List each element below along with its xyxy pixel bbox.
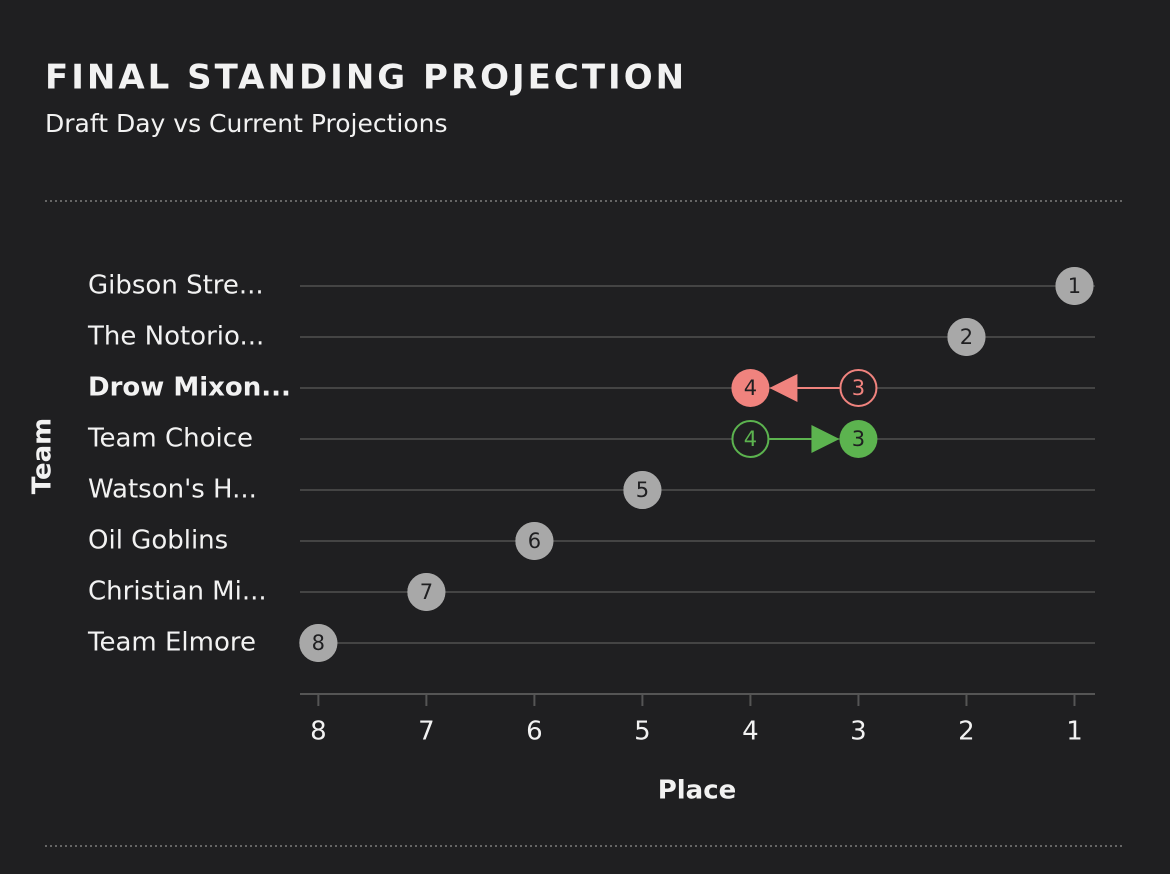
arrow-head (769, 374, 798, 402)
current-label: 3 (852, 427, 865, 451)
current-marker (1055, 267, 1094, 305)
current-marker (947, 318, 986, 356)
y-tick-label: Team Elmore (87, 628, 256, 658)
current-label: 8 (312, 631, 325, 655)
x-axis-label: Place (658, 776, 737, 806)
current-label: 2 (960, 325, 973, 349)
current-marker (731, 369, 770, 407)
current-marker (407, 573, 446, 611)
y-tick-label: The Notorio... (87, 322, 264, 352)
x-tick-label: 4 (742, 717, 759, 747)
chart-title: FINAL STANDING PROJECTION (45, 58, 687, 98)
x-tick-label: 8 (310, 717, 327, 747)
current-label: 1 (1068, 274, 1081, 298)
current-label: 6 (528, 529, 541, 553)
x-tick-label: 3 (850, 717, 867, 747)
y-tick-label: Drow Mixon... (88, 373, 291, 403)
x-tick-label: 5 (634, 717, 651, 747)
x-tick-label: 6 (526, 717, 543, 747)
draft-marker (731, 420, 770, 458)
current-marker (299, 624, 338, 662)
y-tick-label: Gibson Stre... (88, 271, 264, 301)
current-marker (515, 522, 554, 560)
y-tick-label: Team Choice (87, 424, 253, 454)
draft-label: 4 (744, 427, 757, 451)
x-tick-label: 1 (1066, 717, 1083, 747)
y-tick-label: Watson's H... (88, 475, 257, 505)
chart-subtitle: Draft Day vs Current Projections (45, 109, 448, 138)
current-label: 7 (420, 580, 433, 604)
current-marker (623, 471, 662, 509)
y-axis-label: Team (28, 418, 58, 495)
x-tick-label: 2 (958, 717, 975, 747)
draft-marker (839, 369, 878, 407)
current-label: 5 (636, 478, 649, 502)
current-marker (839, 420, 878, 458)
y-tick-label: Oil Goblins (88, 526, 228, 556)
y-tick-label: Christian Mi... (88, 577, 267, 607)
arrow-head (811, 425, 840, 453)
current-label: 4 (744, 376, 757, 400)
x-tick-label: 7 (418, 717, 435, 747)
draft-label: 3 (852, 376, 865, 400)
